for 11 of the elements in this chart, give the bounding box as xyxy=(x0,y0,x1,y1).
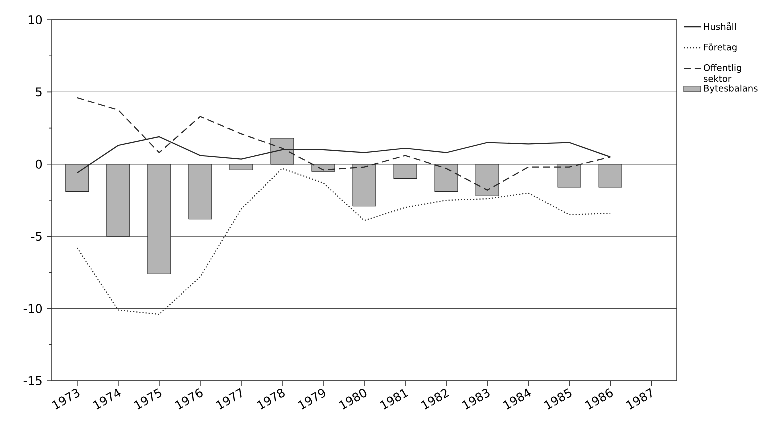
y-tick-label: -5 xyxy=(32,232,42,242)
y-tick-label: -15 xyxy=(24,376,42,386)
y-tick-label: 10 xyxy=(28,15,42,25)
y-tick-label: 5 xyxy=(36,88,42,97)
y-tick-label: -10 xyxy=(24,304,42,314)
legend-label: Bytesbalans xyxy=(704,84,758,94)
legend-label: Hushåll xyxy=(704,22,736,30)
legend-label: Offentlig sektor xyxy=(704,64,742,82)
line-series xyxy=(76,168,612,316)
legend-label: Företag xyxy=(704,44,737,52)
y-tick-label: 0 xyxy=(36,160,42,169)
